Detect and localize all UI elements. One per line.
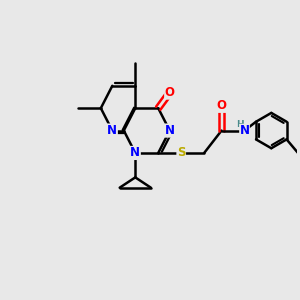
Text: O: O	[165, 86, 175, 99]
Text: H: H	[236, 120, 244, 129]
Text: S: S	[177, 146, 185, 159]
Text: N: N	[239, 124, 250, 137]
Text: N: N	[165, 124, 175, 137]
Text: N: N	[107, 124, 117, 137]
Text: O: O	[217, 99, 226, 112]
Text: N: N	[130, 146, 140, 159]
